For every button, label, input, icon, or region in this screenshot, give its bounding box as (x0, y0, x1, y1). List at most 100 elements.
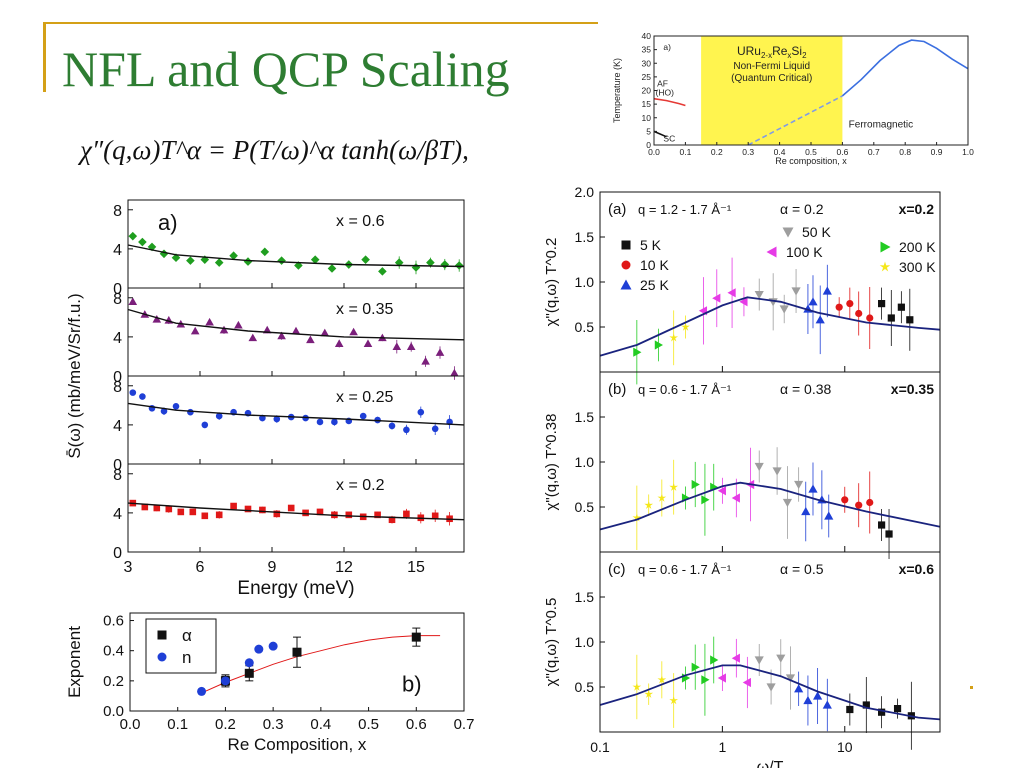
exp-point-α (244, 668, 254, 678)
s-point (316, 508, 324, 516)
s-point (435, 348, 445, 356)
chi-composition: x=0.6 (899, 561, 935, 577)
exp-xtick-label: 0.6 (406, 716, 427, 733)
chi-point (822, 700, 832, 709)
exp-xtick-label: 0.5 (358, 716, 379, 733)
s-point (128, 231, 138, 241)
chi-point (717, 673, 726, 683)
s-point (417, 408, 425, 416)
s-point (349, 327, 358, 336)
s-frame (127, 375, 465, 465)
chi-alpha: α = 0.2 (780, 201, 824, 217)
s-point (334, 339, 344, 348)
chi-legend-marker (621, 260, 631, 270)
chi-xtick-label: 1 (718, 739, 726, 755)
s-point (411, 263, 421, 272)
chi-point (691, 479, 700, 490)
chi-fit-line (599, 481, 941, 531)
phase-line-1 (841, 39, 969, 97)
chi-point (897, 303, 905, 311)
s-point (201, 421, 209, 429)
s-composition-label: x = 0.6 (336, 213, 385, 230)
phase-xtick-label: 0.6 (836, 147, 848, 157)
exp-ytick-label: 0.4 (103, 643, 124, 660)
s-point (165, 505, 173, 513)
s-point (363, 339, 373, 348)
s-point (243, 257, 253, 266)
chi-point (657, 493, 667, 502)
s-point (450, 368, 459, 377)
s-point (294, 261, 303, 270)
s-ytick-label: 0 (113, 281, 122, 298)
chi-legend-label: 10 K (640, 257, 669, 273)
s-xtick-label: 15 (407, 559, 425, 576)
chi-point (772, 467, 782, 476)
chi-point (691, 662, 700, 672)
s-point (139, 393, 146, 400)
sub-si: Si (791, 44, 802, 58)
phase-xtick-label: 0.3 (742, 147, 754, 157)
chi-point (654, 340, 663, 350)
nfl-label: Non-Fermi Liquid (733, 61, 810, 72)
chi-point (791, 287, 801, 296)
chi-ytick-label: 0.5 (575, 319, 595, 335)
chi-q-range: q = 0.6 - 1.7 Å⁻¹ (638, 562, 732, 577)
s-ytick-label: 4 (113, 506, 122, 523)
chi-legend-label: 300 K (899, 259, 936, 275)
s-point (234, 320, 243, 329)
phase-line-0 (653, 97, 686, 107)
chi-xtick-label: 0.1 (590, 739, 610, 755)
s-point (190, 326, 200, 335)
sub-re: Re (772, 44, 788, 58)
chi-point (887, 314, 895, 322)
chi-ytick-label: 1.0 (575, 634, 595, 650)
phase-xtick-label: 1.0 (962, 147, 974, 157)
chi-legend-label: 100 K (786, 244, 823, 260)
chi-legend-marker (766, 246, 777, 258)
s-fit-line (127, 402, 465, 426)
s-ytick-label: 0 (113, 369, 122, 386)
chi-legend-marker (880, 241, 891, 253)
exp-xtick-label: 0.1 (167, 716, 188, 733)
phase-ytick-label: 35 (642, 45, 652, 55)
chi-legend-marker (782, 227, 794, 238)
s-point (189, 508, 197, 516)
s-panel-label: a) (158, 210, 178, 235)
exp-ytick-label: 0.2 (103, 673, 124, 690)
s-ytick-label: 4 (113, 242, 122, 259)
chi-panel-tag: (c) (608, 561, 626, 578)
chi-ytick-label: 1.5 (575, 229, 595, 245)
chi-q-range: q = 1.2 - 1.7 Å⁻¹ (638, 202, 732, 217)
s-point (331, 418, 338, 426)
exp-point-n (220, 676, 230, 686)
s-point (201, 512, 209, 520)
s-ytick-label: 8 (113, 203, 122, 220)
exp-xtick-label: 0.4 (310, 716, 331, 733)
chi-point (632, 682, 642, 691)
s-point (277, 256, 286, 265)
s-point (388, 516, 396, 524)
s-point (141, 503, 149, 511)
s-point (406, 342, 416, 350)
chi-point (794, 684, 804, 693)
s-point (306, 335, 315, 344)
s-ylabel: S̄(ω) (mb/meV/Sr/f.u.) (65, 293, 84, 458)
chi-point (841, 496, 849, 504)
chi-point (633, 347, 642, 357)
chi-point (669, 333, 679, 342)
chi-point (657, 675, 667, 684)
phase-xtick-label: 0.2 (711, 147, 723, 157)
s-point (230, 502, 237, 510)
phase-line-2 (747, 95, 843, 146)
chi-composition: x=0.2 (899, 201, 935, 217)
exp-point-α (292, 647, 302, 657)
exp-fit-line (201, 635, 441, 694)
exp-point-n (268, 641, 278, 651)
s-point (277, 331, 286, 340)
s-point (316, 418, 324, 426)
sub-2-x: 2-x (761, 51, 772, 60)
s-ytick-label: 8 (113, 467, 122, 484)
chi-fit-line (599, 296, 941, 357)
exp-point-α (411, 632, 421, 642)
chi-alpha: α = 0.5 (780, 561, 824, 577)
